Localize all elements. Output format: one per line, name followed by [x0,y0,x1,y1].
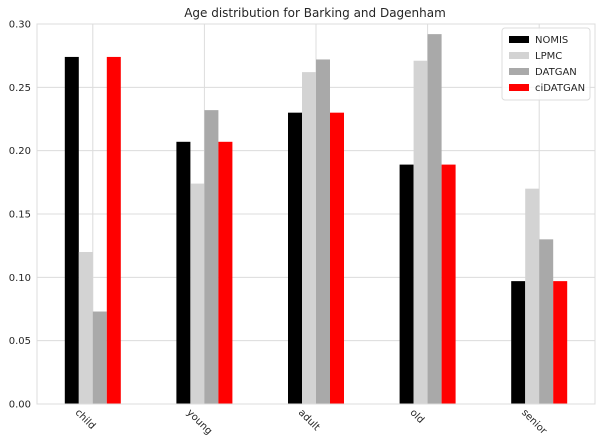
bar-cidatgan-young [218,141,233,405]
bar-nomis-adult [288,112,302,405]
bar-lpmc-child [78,252,93,404]
bar-nomis-child [64,56,79,404]
legend: NOMIS LPMC DATGAN ciDATGAN [501,27,591,101]
x-tick-label: old [407,407,426,426]
bar-datgan-senior [539,239,554,404]
x-tick-label: senior [519,407,549,437]
bar-datgan-young [204,110,219,404]
legend-swatch [509,52,529,59]
y-tick-label: 0.25 [9,83,31,94]
bar-lpmc-senior [525,188,540,404]
legend-label: ciDATGAN [535,83,585,94]
y-tick-label: 0.00 [9,400,31,411]
legend-swatch [509,68,529,75]
bar-cidatgan-child [106,56,121,404]
bar-nomis-old [399,164,414,404]
bar-datgan-old [427,34,442,405]
x-tick-label: young [184,407,214,437]
y-tick-label: 0.10 [9,273,31,284]
bar-lpmc-young [190,183,205,404]
x-tick-label: child [73,407,98,432]
bar-datgan-adult [316,59,330,404]
plot-frame [36,23,596,405]
bar-nomis-senior [511,281,526,404]
legend-box [501,27,591,101]
legend-label: NOMIS [535,35,568,46]
bar-cidatgan-adult [330,112,344,405]
y-tick-label: 0.20 [9,146,31,157]
bar-datgan-child [92,311,107,404]
legend-label: LPMC [535,51,562,62]
legend-swatch [509,36,529,43]
bar-lpmc-old [413,60,428,404]
y-tick-label: 0.05 [9,336,31,347]
legend-swatch [509,84,529,91]
bar-nomis-young [176,141,191,405]
bar-cidatgan-senior [553,281,568,404]
bar-cidatgan-old [441,164,456,404]
bar-lpmc-adult [302,72,316,404]
y-tick-label: 0.15 [9,210,31,221]
legend-label: DATGAN [535,67,577,78]
y-tick-label: 0.30 [9,20,31,31]
x-tick-label: adult [296,407,322,433]
chart-title: Age distribution for Barking and Dagenha… [184,6,446,20]
